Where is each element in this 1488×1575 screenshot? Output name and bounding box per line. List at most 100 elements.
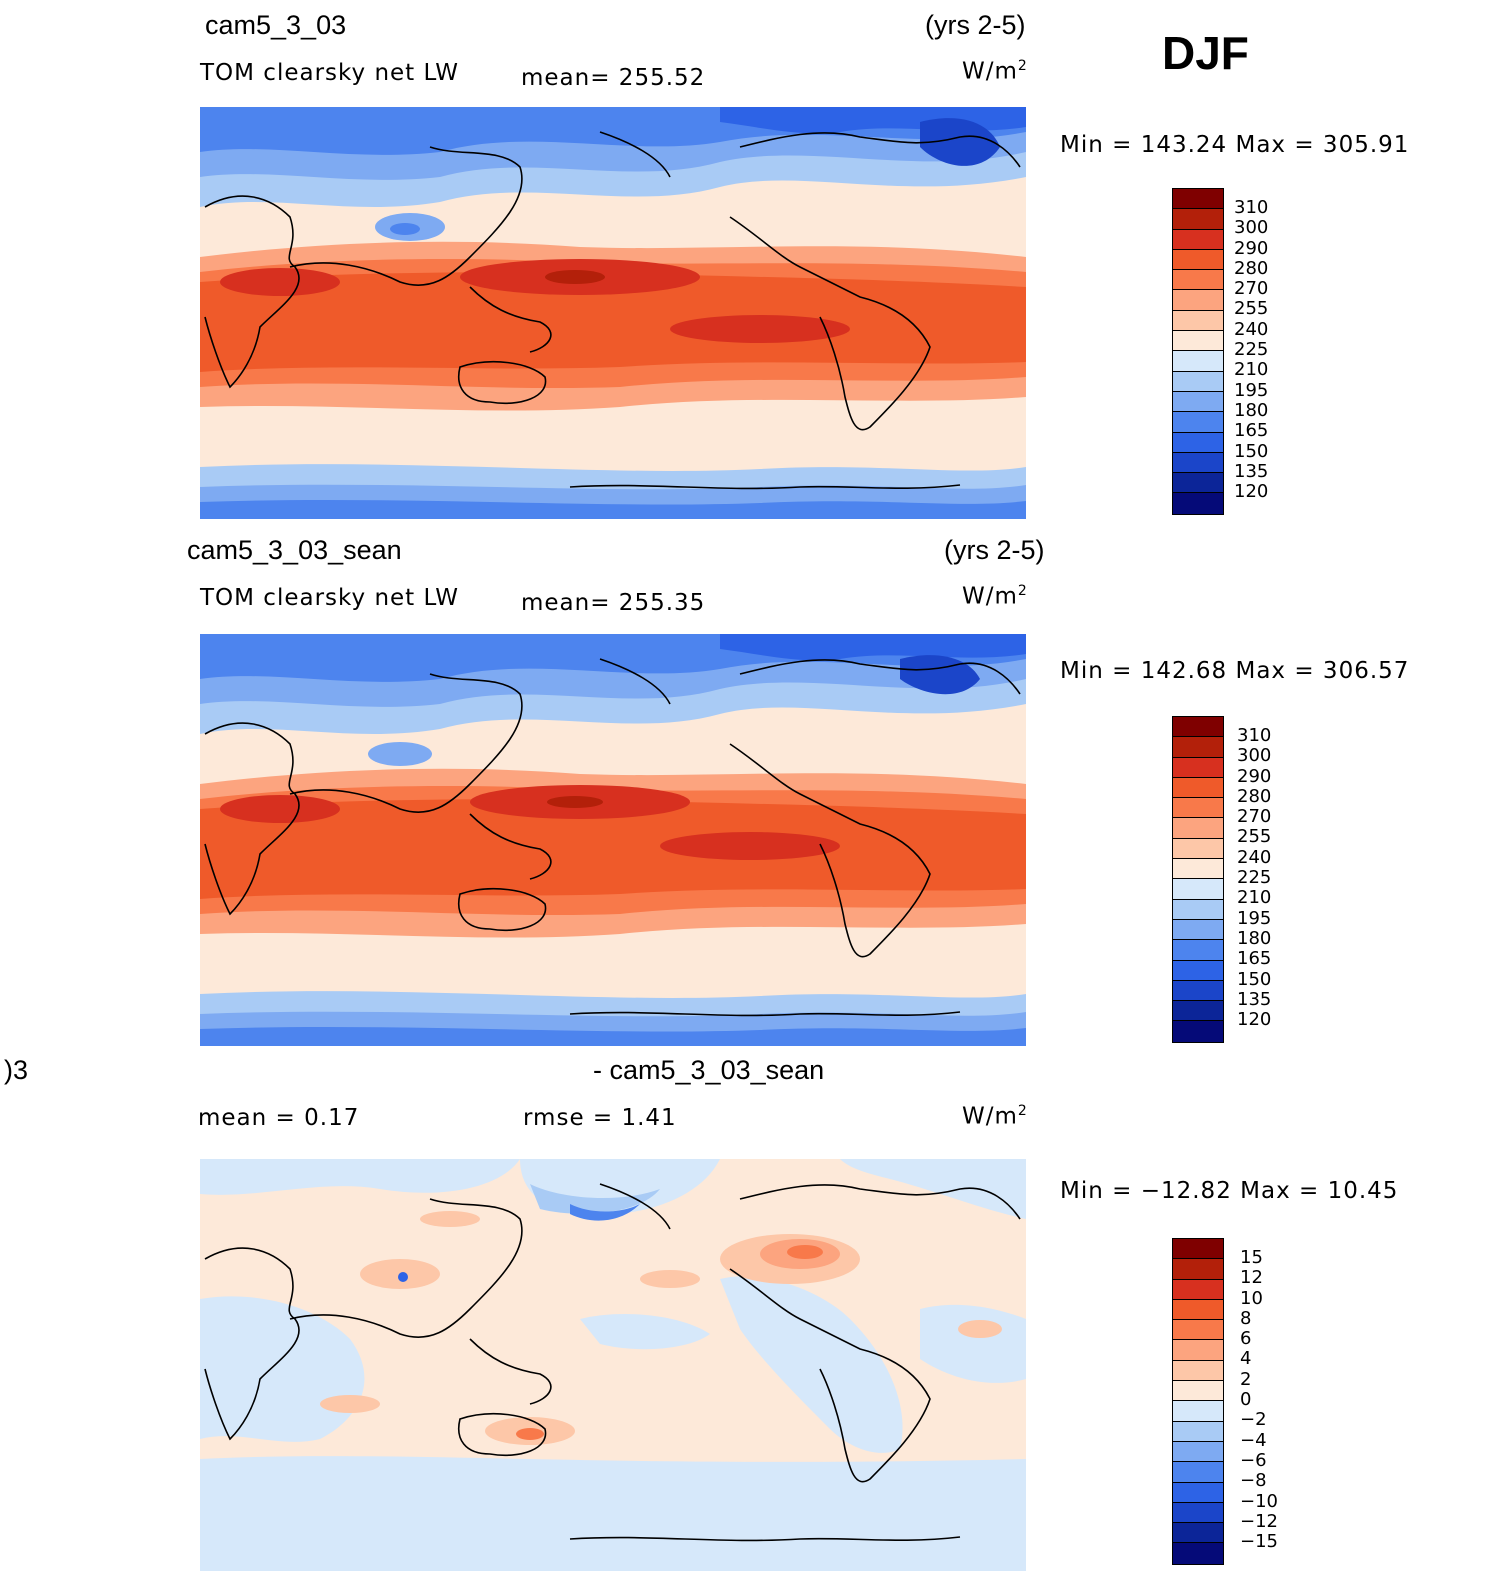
colorbar-tick: 10 (1240, 1287, 1263, 1309)
colorbar-tick: 2 (1240, 1368, 1252, 1390)
colorbar-tick: 210 (1234, 359, 1269, 381)
panel3-colorbar-ticks: 15 12 10 8 6 4 2 0 −2 −4 −6 −8 −10 −12 −… (1240, 1247, 1278, 1553)
panel2-contour-plot (200, 634, 1026, 1046)
colorbar-tick: 270 (1237, 806, 1272, 828)
panel3-colorbar-swatch (1173, 1360, 1223, 1382)
colorbar-tick: −2 (1240, 1409, 1267, 1431)
panel1-colorbar-swatch (1173, 310, 1223, 332)
panel1-colorbar-swatch (1173, 189, 1223, 210)
colorbar-tick: 240 (1237, 846, 1272, 868)
colorbar-tick: 135 (1234, 460, 1269, 482)
colorbar-tick: 6 (1240, 1328, 1252, 1350)
panel1-years: (yrs 2-5) (925, 10, 1026, 40)
panel2-colorbar-swatch (1173, 717, 1223, 738)
panel3-case-left: )3 (4, 1055, 29, 1085)
panel2-colorbar-swatch (1173, 1001, 1223, 1022)
panel3-colorbar-swatch (1173, 1320, 1223, 1341)
panel1-colorbar-swatch (1173, 412, 1223, 433)
panel3-case-title: - cam5_3_03_sean (593, 1055, 825, 1085)
colorbar-tick: 165 (1234, 420, 1269, 442)
panel1-case-title: cam5_3_03 (205, 10, 347, 40)
panel1-colorbar-swatch (1173, 270, 1223, 291)
colorbar-tick: 240 (1234, 318, 1269, 340)
panel3-colorbar-swatch (1173, 1381, 1223, 1402)
panel1-map (200, 107, 1026, 519)
colorbar-tick: 150 (1237, 968, 1272, 990)
panel3-colorbar-swatch (1173, 1462, 1223, 1483)
panel3-units: W/m2 (962, 1103, 1028, 1130)
colorbar-tick: 8 (1240, 1307, 1252, 1329)
panel1-colorbar-swatch (1173, 391, 1223, 413)
panel2-colorbar-swatch (1173, 960, 1223, 981)
panel1-colorbar-swatch (1173, 331, 1223, 352)
panel3-colorbar-swatch (1173, 1421, 1223, 1442)
panel1-colorbar-swatch (1173, 493, 1223, 514)
panel2-colorbar-swatch (1173, 980, 1223, 1002)
panel2-colorbar-swatch (1173, 1021, 1223, 1042)
panel2-colorbar (1172, 716, 1224, 1043)
colorbar-tick: 180 (1237, 927, 1272, 949)
panel2-colorbar-swatch (1173, 737, 1223, 758)
colorbar-tick: −15 (1240, 1531, 1278, 1553)
colorbar-tick: 300 (1237, 745, 1272, 767)
panel1-contour-plot (200, 107, 1026, 519)
panel2-colorbar-swatch (1173, 798, 1223, 819)
panel2-units: W/m2 (962, 583, 1028, 610)
colorbar-tick: 310 (1234, 197, 1269, 218)
panel1-minmax: Min = 143.24 Max = 305.91 (1060, 132, 1410, 158)
panel2-colorbar-ticks: 310 300 290 280 270 255 240 225 210 195 … (1237, 725, 1272, 1031)
colorbar-tick: 255 (1237, 826, 1272, 848)
panel3-colorbar-swatch (1173, 1482, 1223, 1503)
panel3-colorbar-swatch (1173, 1523, 1223, 1544)
panel3-colorbar-swatch (1173, 1441, 1223, 1463)
colorbar-tick: 120 (1234, 481, 1269, 503)
colorbar-tick: 120 (1237, 1009, 1272, 1031)
colorbar-tick: 280 (1237, 785, 1272, 807)
colorbar-tick: 225 (1237, 867, 1272, 889)
colorbar-tick: 290 (1234, 237, 1269, 259)
colorbar-tick: 195 (1237, 907, 1272, 929)
panel2-colorbar-swatch (1173, 919, 1223, 941)
panel2-minmax: Min = 142.68 Max = 306.57 (1060, 658, 1410, 684)
colorbar-tick: 15 (1240, 1247, 1263, 1268)
panel2-mean: mean= 255.35 (521, 590, 706, 616)
panel3-colorbar-swatch (1173, 1401, 1223, 1422)
panel1-colorbar-swatch (1173, 452, 1223, 474)
panel2-colorbar-swatch (1173, 879, 1223, 900)
colorbar-tick: 210 (1237, 887, 1272, 909)
colorbar-tick: −6 (1240, 1449, 1267, 1471)
colorbar-tick: 180 (1234, 399, 1269, 421)
panel3-mean: mean = 0.17 (198, 1105, 360, 1131)
panel1-colorbar-swatch (1173, 371, 1223, 392)
panel3-colorbar-swatch (1173, 1543, 1223, 1564)
panel2-map (200, 634, 1026, 1046)
panel2-variable: TOM clearsky net LW (200, 585, 459, 611)
panel3-colorbar-swatch (1173, 1239, 1223, 1260)
panel1-colorbar-swatch (1173, 229, 1223, 250)
panel1-units: W/m2 (962, 58, 1028, 85)
panel1-colorbar-swatch (1173, 209, 1223, 230)
panel2-colorbar-swatch (1173, 757, 1223, 778)
panel3-colorbar-swatch (1173, 1299, 1223, 1321)
colorbar-tick: 310 (1237, 725, 1272, 746)
panel3-rmse: rmse = 1.41 (523, 1105, 677, 1131)
panel3-colorbar (1172, 1238, 1224, 1565)
colorbar-tick: 165 (1237, 948, 1272, 970)
panel2-colorbar-swatch (1173, 838, 1223, 860)
panel3-map (200, 1159, 1026, 1571)
panel2-years: (yrs 2-5) (944, 535, 1045, 565)
colorbar-tick: 290 (1237, 765, 1272, 787)
colorbar-tick: 135 (1237, 988, 1272, 1010)
panel3-minmax: Min = −12.82 Max = 10.45 (1060, 1178, 1399, 1204)
panel2-colorbar-swatch (1173, 777, 1223, 799)
colorbar-tick: 0 (1240, 1389, 1252, 1411)
panel3-colorbar-swatch (1173, 1340, 1223, 1361)
panel1-colorbar-swatch (1173, 249, 1223, 271)
panel1-variable: TOM clearsky net LW (200, 60, 459, 86)
panel3-colorbar-swatch (1173, 1259, 1223, 1280)
panel3-colorbar-swatch (1173, 1279, 1223, 1300)
panel1-colorbar-swatch (1173, 473, 1223, 494)
panel2-colorbar-swatch (1173, 859, 1223, 880)
colorbar-tick: 225 (1234, 339, 1269, 361)
panel2-colorbar-swatch (1173, 818, 1223, 839)
